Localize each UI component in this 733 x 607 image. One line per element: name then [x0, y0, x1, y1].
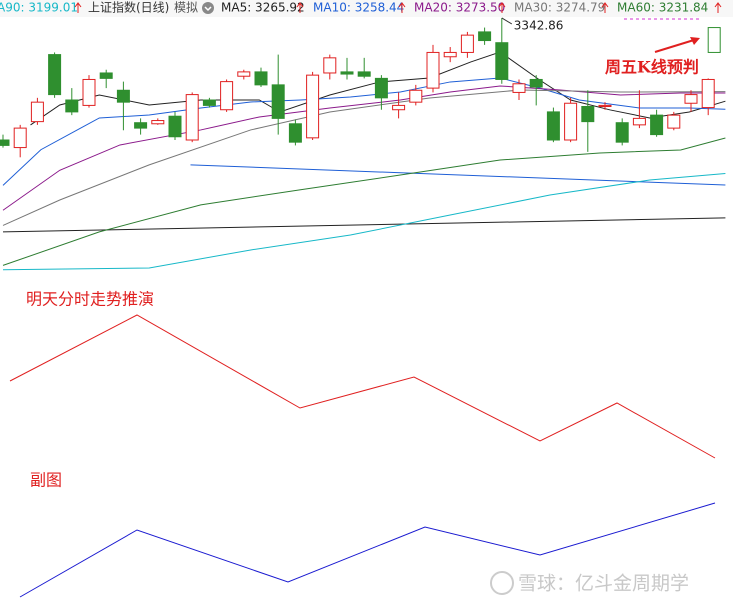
candle-body — [323, 57, 337, 74]
candle-body — [357, 71, 371, 77]
legend-arrow — [601, 2, 609, 13]
chart-title: 上证指数(日线) — [88, 0, 169, 15]
candle-body — [220, 81, 234, 111]
candle-body — [581, 105, 595, 123]
candle-body — [0, 139, 10, 146]
panel-title: 明天分时走势推演 — [26, 290, 154, 309]
legend-entry: MA30: 3274.79 — [514, 1, 605, 15]
settings-icon[interactable] — [202, 2, 214, 14]
candle-body — [134, 122, 148, 129]
main-panel — [0, 0, 733, 302]
candle-body — [340, 71, 354, 75]
trend-line — [19, 502, 716, 598]
candle-body — [650, 114, 664, 136]
candle-body — [701, 78, 715, 109]
candle-body — [667, 114, 681, 129]
header-bar — [0, 0, 733, 17]
legend-entry: MA10: 3258.44 — [313, 1, 404, 15]
candle-body — [237, 71, 251, 77]
legend-entry: MA5: 3265.92 — [221, 1, 305, 15]
ma-line — [30, 51, 726, 126]
annotation-leader — [501, 17, 513, 25]
candle-body — [306, 74, 320, 139]
legend-entry: MA60: 3231.84 — [617, 1, 708, 15]
candle-body — [478, 31, 492, 42]
candle-body — [684, 94, 698, 104]
candle-body — [82, 78, 96, 106]
candle-body — [615, 122, 629, 143]
prediction-candle — [707, 27, 721, 53]
candle-body — [460, 34, 474, 53]
arrow — [654, 39, 695, 53]
legend-entry: MA20: 3273.50 — [414, 1, 505, 15]
legend-arrow — [74, 2, 82, 13]
ma-line — [2, 89, 726, 226]
candle-body — [392, 104, 406, 111]
candle-body — [168, 115, 182, 138]
ma-line — [2, 85, 726, 211]
candle-body — [254, 71, 268, 86]
high-label: 3342.86 — [514, 18, 564, 32]
candle-body — [202, 99, 216, 106]
chart-subtitle: 模拟 — [174, 1, 198, 15]
ma-line — [2, 137, 726, 266]
candle-body — [13, 127, 27, 149]
candle-body — [116, 89, 130, 103]
candle-body — [564, 102, 578, 141]
ref-line — [2, 217, 726, 233]
legend-arrow — [296, 2, 304, 13]
candle-body — [632, 117, 646, 126]
legend-arrow — [498, 2, 506, 13]
candle-body — [598, 104, 612, 107]
trend-line — [9, 314, 716, 459]
candle-body — [288, 123, 302, 143]
prediction-label: 周五K线预判 — [605, 58, 699, 77]
legend-arrow — [398, 2, 406, 13]
candle-body — [443, 51, 457, 58]
candle-body — [48, 54, 62, 96]
candle-body — [409, 89, 423, 103]
candle-body — [426, 51, 440, 89]
candle-body — [99, 72, 113, 79]
panel-title: 副图 — [30, 471, 62, 490]
candle-body — [65, 99, 79, 113]
candle-body — [185, 94, 199, 141]
legend-entry: A90: 3199.01 — [0, 1, 78, 15]
settings-icon-glyph — [204, 6, 212, 12]
watermark-logo — [490, 571, 514, 595]
watermark: 雪球：亿斗金周期学 — [518, 573, 689, 595]
candle-body — [30, 101, 44, 123]
candle-body — [495, 42, 509, 80]
ma-line — [2, 173, 726, 271]
candle-body — [546, 111, 560, 141]
candle-body — [271, 84, 285, 119]
candle-body — [151, 120, 165, 125]
candle-body — [374, 77, 388, 99]
arrow-head — [690, 37, 700, 45]
candle-body — [529, 78, 543, 88]
candle-body — [512, 83, 526, 93]
legend-arrow — [714, 2, 722, 13]
